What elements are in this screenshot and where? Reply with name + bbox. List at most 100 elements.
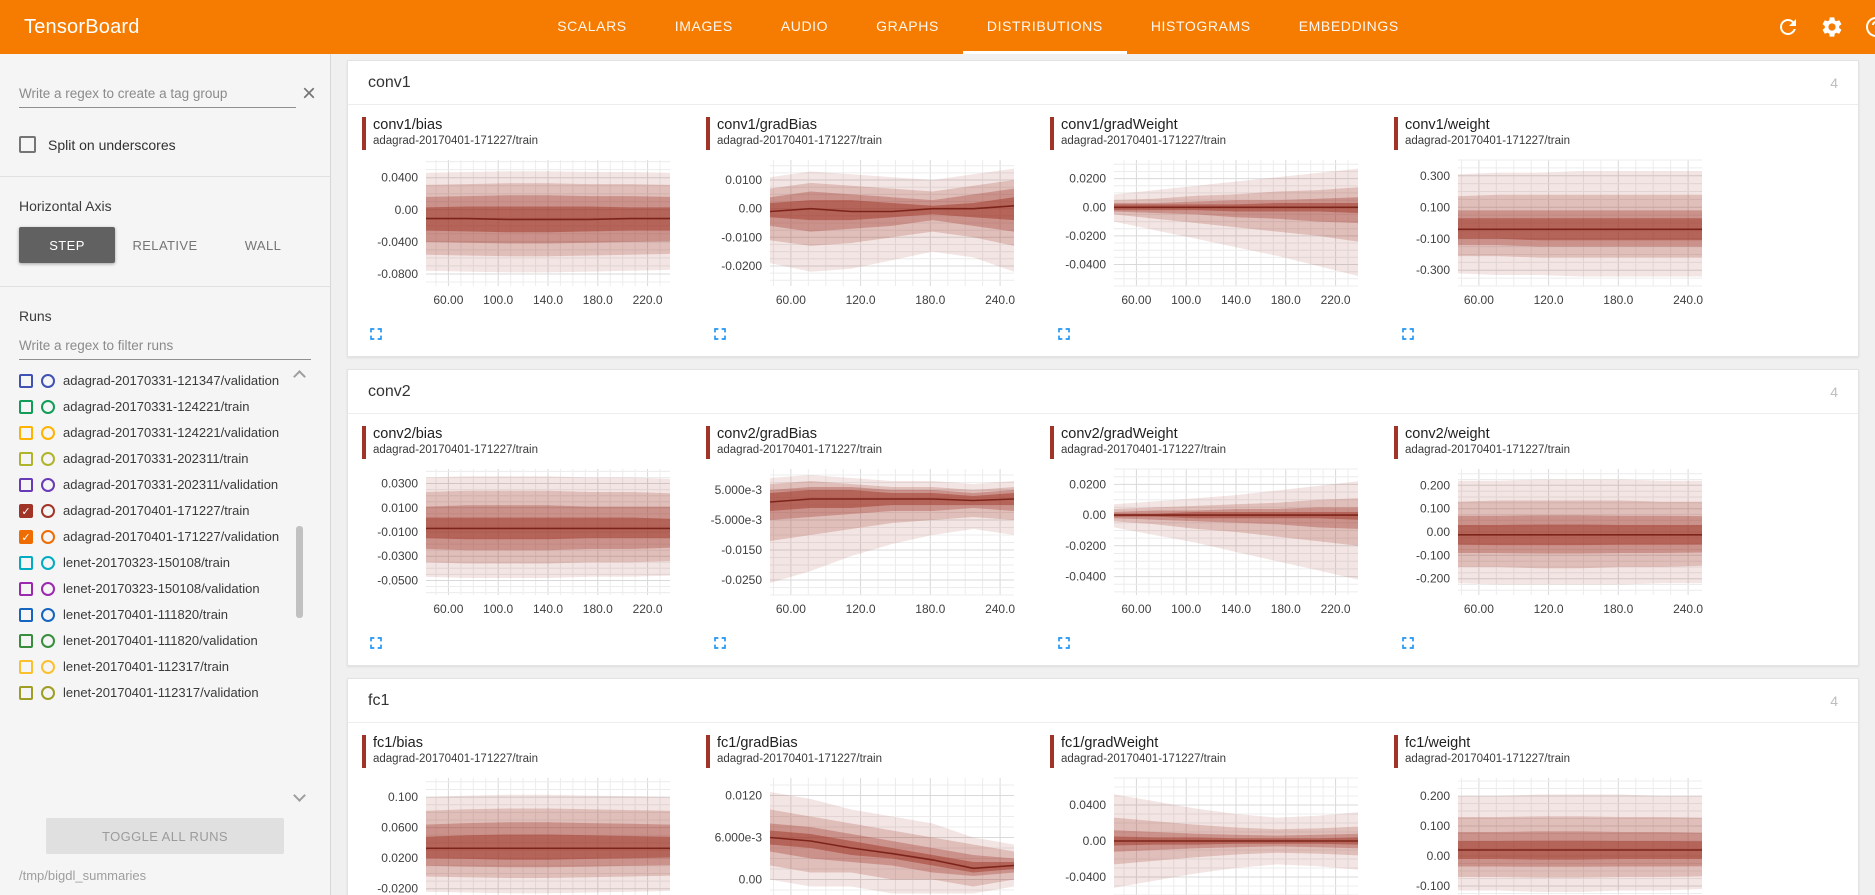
chart-title: conv1/weight [1405,117,1490,133]
run-item[interactable]: lenet-20170323-150108/validation [19,576,286,602]
run-item[interactable]: ✓ adagrad-20170401-171227/train [19,498,286,524]
refresh-icon[interactable] [1776,15,1800,39]
chart-titles: conv1/weight adagrad-20170401-171227/trai… [1405,117,1570,150]
run-checkbox[interactable] [19,374,33,388]
expand-chart-button[interactable] [708,631,732,655]
category-name: conv2 [368,382,411,400]
run-radio[interactable] [41,634,55,648]
axis-option-step[interactable]: STEP [19,227,115,263]
svg-text:240.0: 240.0 [985,602,1015,616]
run-item[interactable]: lenet-20170401-111820/validation [19,628,286,654]
distribution-chart: conv1/bias adagrad-20170401-171227/train 0… [356,117,700,346]
run-checkbox[interactable] [19,400,33,414]
svg-text:120.0: 120.0 [846,602,876,616]
run-item[interactable]: adagrad-20170331-202311/validation [19,472,286,498]
svg-text:-0.0400: -0.0400 [1065,570,1106,584]
run-checkbox[interactable] [19,556,33,570]
run-radio[interactable] [41,374,55,388]
svg-text:120.0: 120.0 [846,293,876,307]
expand-chart-button[interactable] [708,322,732,346]
run-radio[interactable] [41,608,55,622]
run-radio[interactable] [41,556,55,570]
category-header-conv1[interactable]: conv1 4 [348,61,1858,105]
run-item[interactable]: lenet-20170323-150108/train [19,550,286,576]
expand-chart-button[interactable] [1396,631,1420,655]
expand-chart-button[interactable] [364,631,388,655]
run-checkbox[interactable] [19,660,33,674]
expand-chart-button[interactable] [1396,322,1420,346]
run-item[interactable]: lenet-20170401-111820/train [19,602,286,628]
chart-titles: conv2/bias adagrad-20170401-171227/train [373,426,538,459]
run-checkbox[interactable] [19,452,33,466]
tab-scalars[interactable]: SCALARS [557,17,627,34]
run-checkbox[interactable] [19,426,33,440]
run-checkbox[interactable] [19,686,33,700]
tag-filter-input[interactable] [19,80,296,108]
svg-text:-0.0200: -0.0200 [1065,229,1106,243]
scroll-down-icon[interactable] [293,789,306,802]
run-checkbox[interactable]: ✓ [19,504,33,518]
run-item[interactable]: adagrad-20170331-124221/train [19,394,286,420]
run-label: adagrad-20170331-202311/validation [63,477,279,492]
axis-option-relative[interactable]: RELATIVE [117,227,213,263]
tab-embeddings[interactable]: EMBEDDINGS [1298,17,1399,34]
svg-text:140.0: 140.0 [533,602,563,616]
tab-graphs[interactable]: GRAPHS [876,17,939,34]
run-checkbox[interactable] [19,478,33,492]
category-header-fc1[interactable]: fc1 4 [348,679,1858,723]
run-item[interactable]: adagrad-20170331-202311/train [19,446,286,472]
clear-tag-filter-icon[interactable]: × [301,80,316,107]
run-radio[interactable] [41,660,55,674]
svg-text:-0.0200: -0.0200 [377,882,418,895]
settings-icon[interactable] [1820,15,1844,39]
tab-histograms[interactable]: HISTOGRAMS [1150,17,1251,34]
run-radio[interactable] [41,530,55,544]
runs-filter-input[interactable] [19,332,311,360]
category-header-conv2[interactable]: conv2 4 [348,370,1858,414]
run-item[interactable]: lenet-20170401-112317/train [19,654,286,680]
run-radio[interactable] [41,426,55,440]
tab-audio[interactable]: AUDIO [780,17,829,34]
run-item[interactable]: adagrad-20170331-124221/validation [19,420,286,446]
run-checkbox[interactable]: ✓ [19,530,33,544]
run-checkbox[interactable] [19,582,33,596]
axis-option-wall[interactable]: WALL [215,227,311,263]
run-item[interactable]: adagrad-20170331-121347/validation [19,368,286,394]
toggle-all-runs-button[interactable]: TOGGLE ALL RUNS [46,818,284,854]
scroll-up-icon[interactable] [293,370,306,383]
svg-text:0.300: 0.300 [1420,169,1450,183]
run-item[interactable]: ✓ adagrad-20170401-171227/validation [19,524,286,550]
expand-chart-button[interactable] [1052,631,1076,655]
run-radio[interactable] [41,478,55,492]
distribution-chart: conv1/gradBias adagrad-20170401-171227/tr… [700,117,1044,346]
run-radio[interactable] [41,400,55,414]
tab-distributions[interactable]: DISTRIBUTIONS [962,0,1127,54]
run-radio[interactable] [41,686,55,700]
expand-chart-button[interactable] [1052,322,1076,346]
svg-text:0.0300: 0.0300 [381,477,418,491]
svg-text:-0.0400: -0.0400 [1065,870,1106,884]
distribution-plot: 5.000e-3 -5.000e-3 -0.0150 -0.0250 60.00 120.… [711,469,1015,616]
runs-scrollbar[interactable] [292,370,306,802]
split-underscores-checkbox[interactable]: Split on underscores [19,136,311,153]
svg-text:0.0200: 0.0200 [1069,172,1106,186]
run-color-bar [1050,117,1054,150]
run-label: adagrad-20170401-171227/train [63,503,250,518]
run-radio[interactable] [41,582,55,596]
run-color-bar [362,117,366,150]
chart-run-label: adagrad-20170401-171227/train [717,753,882,765]
tab-images[interactable]: IMAGES [674,17,733,34]
expand-chart-button[interactable] [364,322,388,346]
run-radio[interactable] [41,504,55,518]
help-icon[interactable] [1864,15,1875,39]
divider [0,176,330,177]
svg-text:140.0: 140.0 [1221,293,1251,307]
category-section-conv2: conv2 4 conv2/bias adagrad-20170401-171227/… [347,369,1859,666]
run-checkbox[interactable] [19,634,33,648]
run-radio[interactable] [41,452,55,466]
run-item[interactable]: lenet-20170401-112317/validation [19,680,286,706]
svg-text:60.00: 60.00 [1464,293,1494,307]
svg-text:0.00: 0.00 [1427,525,1451,539]
scrollbar-thumb[interactable] [296,526,303,619]
run-checkbox[interactable] [19,608,33,622]
